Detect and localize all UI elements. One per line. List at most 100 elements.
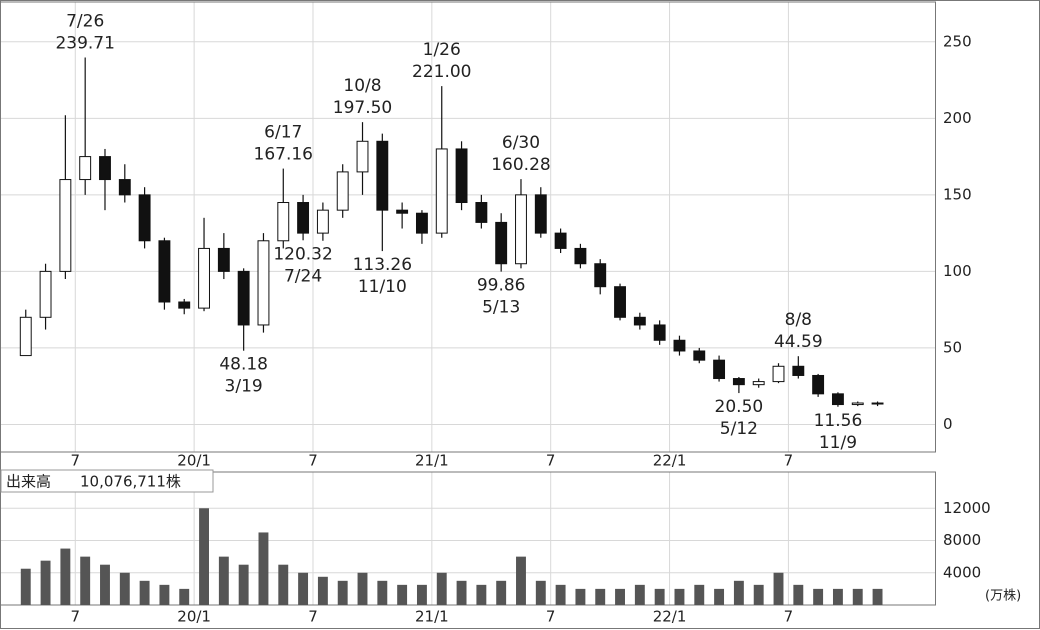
candle-body xyxy=(713,359,726,380)
volume-bar xyxy=(516,556,526,605)
volume-bar xyxy=(793,584,804,605)
volume-bar xyxy=(714,588,725,605)
price-panel: 7 20/1 7 21/1 7 22/1 7 0 50 100 150 200 250 7/26239.7… xyxy=(0,1,972,470)
candle-body xyxy=(871,402,884,405)
candle-body xyxy=(217,247,230,272)
annotation-date: 3/19 xyxy=(225,377,263,397)
volume-bar xyxy=(615,588,625,605)
annotation-date: 7/24 xyxy=(284,266,322,286)
volume-bar xyxy=(674,588,685,605)
annotation-date: 6/17 xyxy=(264,123,302,143)
volume-bar xyxy=(199,508,209,605)
volume-bar xyxy=(595,588,606,605)
candle-body xyxy=(198,247,210,309)
volume-bar xyxy=(773,572,784,605)
candle-body xyxy=(831,393,844,406)
candle-body xyxy=(574,247,587,265)
volume-bar xyxy=(872,588,883,605)
candle-body xyxy=(772,365,785,383)
volume-bar xyxy=(139,580,150,605)
annotation-label: 99.86 xyxy=(477,276,526,296)
candle-body xyxy=(277,202,290,242)
annotation-date: 10/8 xyxy=(343,76,381,96)
volume-bar xyxy=(476,584,487,605)
volume-bar xyxy=(218,556,229,605)
volume-bar xyxy=(753,584,764,605)
candle-body xyxy=(59,179,72,272)
volume-bar xyxy=(397,584,408,605)
candle-body xyxy=(435,148,448,234)
x-tick-label: 7 xyxy=(71,452,81,470)
candle-body xyxy=(99,156,111,181)
annotation-date: 5/12 xyxy=(720,419,758,439)
volume-bar xyxy=(832,588,843,605)
candle-body xyxy=(316,209,329,234)
candle-body xyxy=(356,140,369,173)
candle-body xyxy=(673,339,686,352)
candle-body xyxy=(415,212,428,234)
candle-body xyxy=(336,171,349,211)
candle-body xyxy=(495,221,508,265)
volume-bar xyxy=(436,572,447,605)
x-tick-label: 7 xyxy=(784,452,794,470)
volume-bar xyxy=(456,580,467,605)
annotation-date: 8/8 xyxy=(785,310,812,330)
volume-bar xyxy=(813,588,824,605)
annotation-label: 167.16 xyxy=(254,145,313,165)
x-tick-label: 22/1 xyxy=(653,452,687,470)
x-tick-label: 7 xyxy=(308,608,318,626)
volume-bar xyxy=(496,580,507,605)
volume-bar xyxy=(258,532,269,605)
annotation-label: 48.18 xyxy=(219,355,268,375)
volume-bar xyxy=(555,584,566,605)
candle-body xyxy=(237,270,250,326)
volume-bar xyxy=(278,564,289,605)
candle-body xyxy=(693,350,706,361)
candle-body xyxy=(475,202,488,223)
y-tick-label: 12000 xyxy=(943,499,991,517)
candle-body xyxy=(79,156,92,181)
candle-body xyxy=(19,316,32,357)
annotation-label: 160.28 xyxy=(491,155,550,175)
volume-bar xyxy=(694,584,705,605)
x-tick-label: 7 xyxy=(546,452,556,470)
x-tick-label: 20/1 xyxy=(177,452,211,470)
x-tick-label: 7 xyxy=(546,608,556,626)
volume-bar xyxy=(733,580,744,605)
candle-body xyxy=(752,381,765,386)
volume-bar xyxy=(159,584,170,605)
x-tick-label: 21/1 xyxy=(415,452,449,470)
annotation-date: 1/26 xyxy=(423,40,461,60)
volume-bar xyxy=(416,584,427,605)
y-tick-label: 0 xyxy=(943,415,953,433)
y-tick-label: 4000 xyxy=(943,563,981,581)
candle-body xyxy=(792,365,805,376)
y-tick-label: 50 xyxy=(943,338,962,356)
candle-body xyxy=(534,194,547,234)
candle-body xyxy=(257,240,270,326)
candle-body xyxy=(851,402,864,406)
annotation-label: 20.50 xyxy=(715,397,764,417)
volume-bar xyxy=(179,588,190,605)
x-tick-label: 20/1 xyxy=(177,608,211,626)
candle-body xyxy=(39,270,52,318)
annotation-label: 113.26 xyxy=(353,255,412,275)
annotation-label: 221.00 xyxy=(412,62,471,82)
volume-bar xyxy=(60,548,71,605)
panel-frame xyxy=(0,471,936,606)
candle-body xyxy=(633,316,646,326)
candle-body xyxy=(118,179,131,196)
volume-bar xyxy=(238,564,249,605)
y-tick-label: 150 xyxy=(943,185,972,203)
annotation-date: 7/26 xyxy=(66,12,104,32)
volume-bar xyxy=(298,572,309,605)
y-tick-label: 8000 xyxy=(943,531,981,549)
volume-panel: 7 20/1 7 21/1 7 22/1 7 4000 8000 12000 xyxy=(0,471,991,626)
annotation-date: 11/10 xyxy=(358,277,407,297)
y-tick-label: 200 xyxy=(943,109,972,127)
annotation-label: 239.71 xyxy=(55,34,114,54)
x-tick-label: 7 xyxy=(308,452,318,470)
candle-body xyxy=(594,263,607,288)
